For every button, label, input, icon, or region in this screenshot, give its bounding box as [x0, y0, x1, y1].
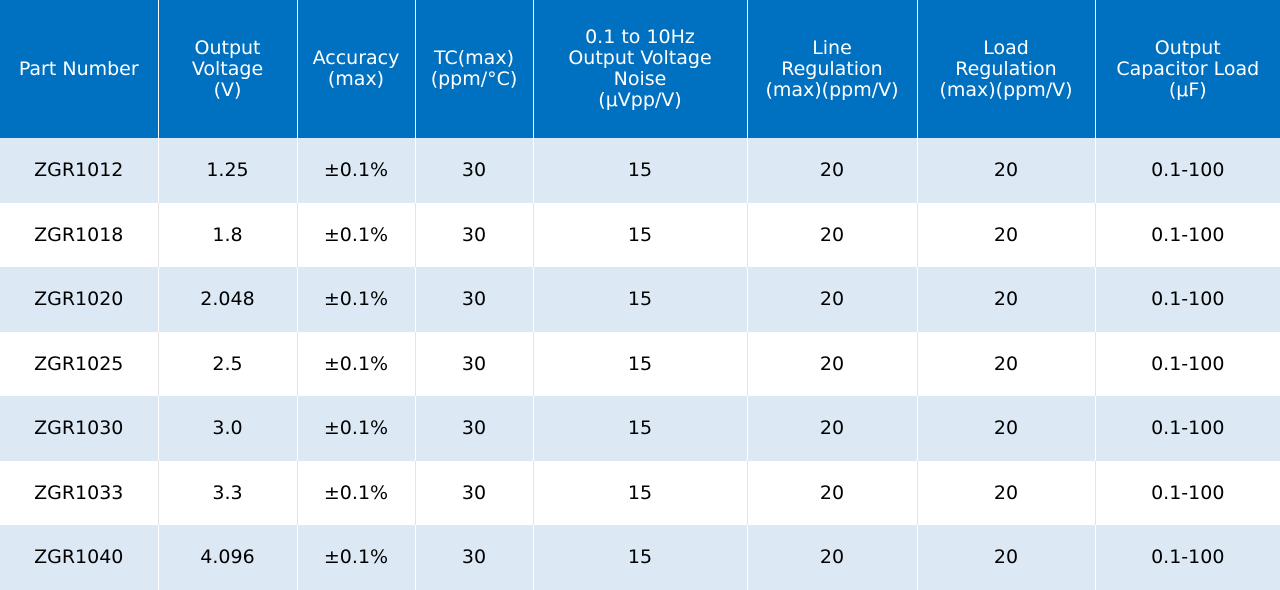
cell-noise: 15: [533, 138, 748, 203]
cell-load-regulation: 20: [917, 460, 1096, 525]
cell-capacitor-load: 0.1-100: [1095, 138, 1280, 203]
cell-capacitor-load: 0.1-100: [1095, 202, 1280, 267]
header-line: Output Voltage: [568, 47, 712, 69]
header-line: Part Number: [18, 57, 139, 80]
header-line: Capacitor Load: [1116, 57, 1260, 80]
header-load-regulation: Load Regulation (max)(ppm/V): [917, 0, 1096, 138]
cell-noise: 15: [533, 460, 748, 525]
cell-line-regulation: 20: [747, 396, 918, 461]
table-row: ZGR1025 2.5 ±0.1% 30 15 20 20 0.1-100: [0, 331, 1280, 396]
cell-output-voltage: 4.096: [158, 525, 298, 590]
cell-load-regulation: 20: [917, 138, 1096, 203]
cell-noise: 15: [533, 202, 748, 267]
table-header: Part Number Output Voltage (V) Accuracy …: [0, 0, 1280, 138]
cell-output-voltage: 1.8: [158, 202, 298, 267]
header-line: (max)(ppm/V): [765, 78, 899, 101]
cell-line-regulation: 20: [747, 331, 918, 396]
cell-part-number: ZGR1018: [0, 202, 159, 267]
cell-tc-max: 30: [415, 267, 534, 332]
header-line: Regulation: [955, 57, 1057, 80]
cell-capacitor-load: 0.1-100: [1095, 396, 1280, 461]
cell-load-regulation: 20: [917, 202, 1096, 267]
header-tc-max: TC(max) (ppm/°C): [415, 0, 534, 138]
header-line: Regulation: [781, 57, 883, 80]
cell-part-number: ZGR1033: [0, 460, 159, 525]
cell-capacitor-load: 0.1-100: [1095, 267, 1280, 332]
cell-accuracy: ±0.1%: [297, 202, 416, 267]
cell-line-regulation: 20: [747, 525, 918, 590]
cell-tc-max: 30: [415, 525, 534, 590]
header-line: (μF): [1168, 78, 1207, 101]
header-line: Noise: [613, 68, 667, 90]
cell-tc-max: 30: [415, 460, 534, 525]
cell-capacitor-load: 0.1-100: [1095, 331, 1280, 396]
header-output-voltage: Output Voltage (V): [158, 0, 298, 138]
cell-tc-max: 30: [415, 202, 534, 267]
cell-noise: 15: [533, 267, 748, 332]
cell-capacitor-load: 0.1-100: [1095, 525, 1280, 590]
header-output-capacitor-load: Output Capacitor Load (μF): [1095, 0, 1280, 138]
header-line: (μVpp/V): [598, 89, 682, 111]
cell-accuracy: ±0.1%: [297, 525, 416, 590]
cell-output-voltage: 2.048: [158, 267, 298, 332]
cell-load-regulation: 20: [917, 331, 1096, 396]
cell-accuracy: ±0.1%: [297, 331, 416, 396]
cell-line-regulation: 20: [747, 267, 918, 332]
table-row: ZGR1030 3.0 ±0.1% 30 15 20 20 0.1-100: [0, 396, 1280, 461]
header-line: (ppm/°C): [430, 68, 518, 90]
header-line-regulation: Line Regulation (max)(ppm/V): [747, 0, 918, 138]
header-line: Accuracy: [312, 47, 400, 69]
table-row: ZGR1018 1.8 ±0.1% 30 15 20 20 0.1-100: [0, 202, 1280, 267]
header-row: Part Number Output Voltage (V) Accuracy …: [0, 0, 1280, 138]
cell-noise: 15: [533, 396, 748, 461]
header-line: (max)(ppm/V): [939, 78, 1073, 101]
header-line: Load: [983, 36, 1029, 59]
header-line: 0.1 to 10Hz: [585, 26, 695, 48]
cell-accuracy: ±0.1%: [297, 267, 416, 332]
cell-noise: 15: [533, 331, 748, 396]
cell-part-number: ZGR1030: [0, 396, 159, 461]
cell-load-regulation: 20: [917, 525, 1096, 590]
cell-part-number: ZGR1020: [0, 267, 159, 332]
cell-part-number: ZGR1025: [0, 331, 159, 396]
table-row: ZGR1033 3.3 ±0.1% 30 15 20 20 0.1-100: [0, 460, 1280, 525]
cell-part-number: ZGR1040: [0, 525, 159, 590]
cell-part-number: ZGR1012: [0, 138, 159, 203]
table-row: ZGR1040 4.096 ±0.1% 30 15 20 20 0.1-100: [0, 525, 1280, 590]
header-line: Output: [194, 36, 261, 59]
table-row: ZGR1020 2.048 ±0.1% 30 15 20 20 0.1-100: [0, 267, 1280, 332]
cell-tc-max: 30: [415, 331, 534, 396]
cell-accuracy: ±0.1%: [297, 460, 416, 525]
cell-line-regulation: 20: [747, 138, 918, 203]
header-part-number: Part Number: [0, 0, 159, 138]
cell-output-voltage: 3.0: [158, 396, 298, 461]
header-line: (max): [327, 68, 385, 90]
cell-output-voltage: 1.25: [158, 138, 298, 203]
cell-accuracy: ±0.1%: [297, 396, 416, 461]
cell-accuracy: ±0.1%: [297, 138, 416, 203]
cell-output-voltage: 3.3: [158, 460, 298, 525]
header-line: (V): [213, 78, 242, 101]
header-line: Line: [812, 36, 852, 59]
cell-tc-max: 30: [415, 138, 534, 203]
cell-output-voltage: 2.5: [158, 331, 298, 396]
cell-line-regulation: 20: [747, 460, 918, 525]
cell-load-regulation: 20: [917, 267, 1096, 332]
header-accuracy: Accuracy (max): [297, 0, 416, 138]
table-body: ZGR1012 1.25 ±0.1% 30 15 20 20 0.1-100 Z…: [0, 138, 1280, 590]
header-line: TC(max): [434, 47, 514, 69]
header-noise: 0.1 to 10Hz Output Voltage Noise (μVpp/V…: [533, 0, 748, 138]
table-row: ZGR1012 1.25 ±0.1% 30 15 20 20 0.1-100: [0, 138, 1280, 203]
cell-capacitor-load: 0.1-100: [1095, 460, 1280, 525]
cell-line-regulation: 20: [747, 202, 918, 267]
cell-tc-max: 30: [415, 396, 534, 461]
cell-noise: 15: [533, 525, 748, 590]
cell-load-regulation: 20: [917, 396, 1096, 461]
header-line: Voltage: [191, 57, 264, 80]
header-line: Output: [1154, 36, 1221, 59]
